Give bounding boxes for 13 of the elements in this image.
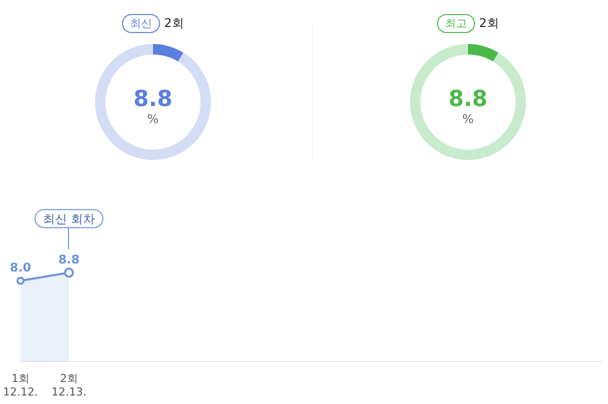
data-label: 8.8 (132, 87, 174, 112)
text: % (146, 112, 160, 126)
text: 최신 회차 (43, 212, 95, 226)
chart-subtitle: 2회 (479, 16, 499, 30)
data-label: 8.0 (10, 260, 32, 275)
x-tick-label: 1회 12.12. (2, 372, 38, 398)
chart-subtitle: 2회 (164, 16, 184, 30)
data-label: 8.8 (58, 252, 80, 267)
x-tick-label: 2회 12.13. (51, 372, 86, 398)
data-label: 8.8 (448, 87, 488, 112)
chart-title: 최신 (122, 14, 160, 33)
text: % (461, 112, 475, 126)
chart-title: 최고 (437, 14, 476, 33)
